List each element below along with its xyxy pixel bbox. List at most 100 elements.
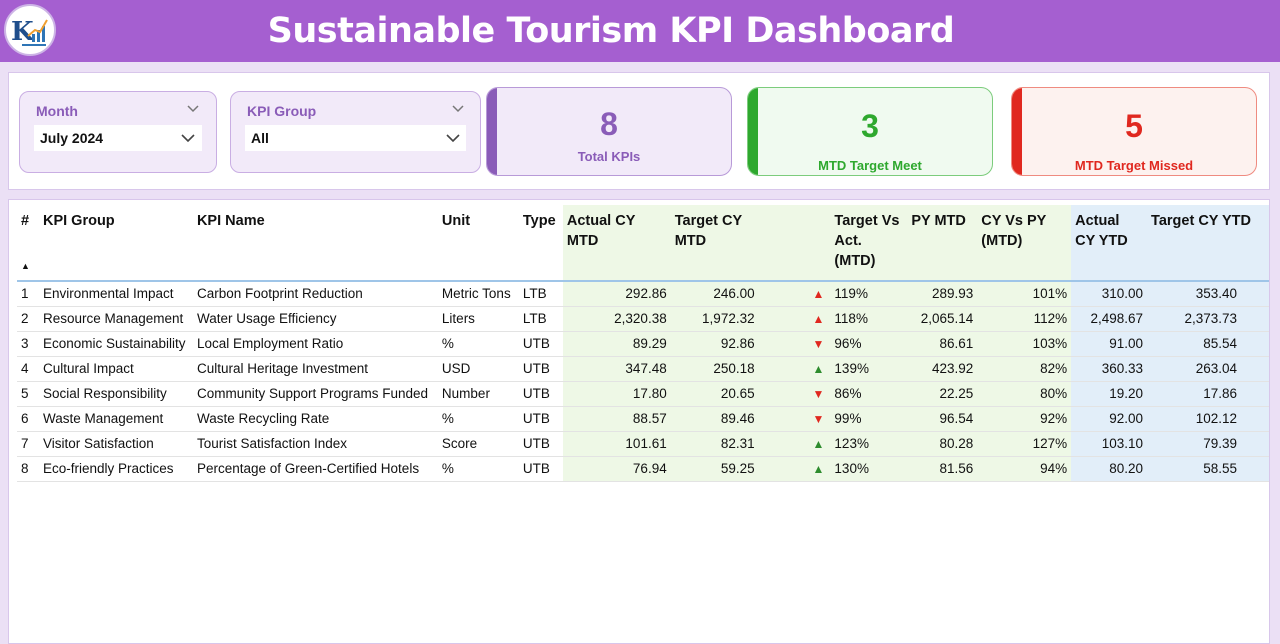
col-header-py-mtd[interactable]: PY MTD	[907, 205, 978, 282]
kpi-group-slicer-label: KPI Group	[247, 103, 317, 119]
cell-actual-cy-mtd: 89.29	[562, 331, 671, 357]
chevron-down-icon[interactable]	[451, 102, 465, 116]
status-arrow-icon: ▼	[758, 381, 831, 407]
cell-target-cy-mtd: 89.46	[670, 406, 759, 432]
kpi-group-slicer[interactable]: KPI Group All	[230, 91, 481, 173]
table-row[interactable]: 1 Environmental Impact Carbon Footprint Re…	[17, 281, 1269, 307]
cell-actual-cy-ytd: 92.00	[1071, 406, 1148, 432]
mtd-target-meet-value: 3	[861, 108, 879, 144]
month-selected-value: July 2024	[40, 130, 104, 146]
total-kpis-value: 8	[600, 106, 618, 142]
cell-num: 4	[17, 356, 39, 382]
cell-kpi-name: Water Usage Efficiency	[192, 306, 438, 332]
cell-actual-cy-mtd: 347.48	[562, 356, 671, 382]
cell-num: 2	[17, 306, 39, 332]
cell-cy-vs-py: 82%	[977, 356, 1072, 382]
cell-cy-vs-py: 92%	[977, 406, 1072, 432]
cell-cy-vs-py: 103%	[977, 331, 1072, 357]
cell-actual-cy-ytd: 360.33	[1071, 356, 1148, 382]
col-header-arrow	[758, 205, 831, 282]
cell-unit: Number	[437, 381, 519, 407]
svg-text:K: K	[11, 17, 35, 47]
cell-kpi-group: Environmental Impact	[38, 281, 193, 307]
page-title: Sustainable Tourism KPI Dashboard	[267, 11, 955, 51]
status-arrow-icon: ▲	[758, 431, 831, 457]
col-header-target-cy-mtd[interactable]: Target CY MTD	[670, 205, 759, 282]
cell-actual-cy-mtd: 101.61	[562, 431, 671, 457]
status-arrow-icon: ▼	[758, 331, 831, 357]
cell-unit: Liters	[437, 306, 519, 332]
cell-target-vs-act: 96%	[830, 331, 908, 357]
cell-actual-cy-mtd: 17.80	[562, 381, 671, 407]
col-header-kpi-name[interactable]: KPI Name	[192, 205, 438, 282]
cell-actual-cy-ytd: 103.10	[1071, 431, 1148, 457]
col-header-unit[interactable]: Unit	[437, 205, 519, 282]
table-row[interactable]: 2 Resource Management Water Usage Efficien…	[17, 306, 1269, 332]
cell-target-cy-ytd: 79.39	[1147, 431, 1269, 457]
cell-target-cy-ytd: 58.55	[1147, 456, 1269, 482]
cell-kpi-group: Economic Sustainability	[38, 331, 193, 357]
cell-kpi-group: Waste Management	[38, 406, 193, 432]
table-row[interactable]: 8 Eco-friendly Practices Percentage of Gre…	[17, 456, 1269, 482]
col-header-kpi-group[interactable]: KPI Group	[38, 205, 193, 282]
col-header-target-vs-act[interactable]: Target Vs Act. (MTD)	[830, 205, 908, 282]
table-body: 1 Environmental Impact Carbon Footprint Re…	[17, 281, 1269, 482]
chevron-down-icon[interactable]	[180, 131, 196, 145]
cell-kpi-name: Local Employment Ratio	[192, 331, 438, 357]
col-header-num[interactable]: # ▲	[17, 205, 39, 282]
table-row[interactable]: 4 Cultural Impact Cultural Heritage Invest…	[17, 356, 1269, 382]
cell-target-cy-mtd: 250.18	[670, 356, 759, 382]
month-dropdown[interactable]: July 2024	[34, 125, 202, 151]
cell-num: 7	[17, 431, 39, 457]
cell-target-cy-mtd: 20.65	[670, 381, 759, 407]
mtd-target-meet-card: 3 MTD Target Meet	[747, 87, 993, 176]
status-arrow-icon: ▲	[758, 306, 831, 332]
cell-kpi-group: Visitor Satisfaction	[38, 431, 193, 457]
col-header-actual-cy-ytd[interactable]: Actual CY YTD	[1071, 205, 1148, 282]
mtd-target-missed-card: 5 MTD Target Missed	[1011, 87, 1257, 176]
cell-target-cy-ytd: 2,373.73	[1147, 306, 1269, 332]
cell-py-mtd: 2,065.14	[907, 306, 978, 332]
cell-type: UTB	[518, 356, 563, 382]
cell-cy-vs-py: 127%	[977, 431, 1072, 457]
cell-target-cy-mtd: 246.00	[670, 281, 759, 307]
chevron-down-icon[interactable]	[445, 131, 461, 145]
cell-py-mtd: 96.54	[907, 406, 978, 432]
cell-unit: Score	[437, 431, 519, 457]
kpi-group-dropdown[interactable]: All	[245, 125, 466, 151]
cell-py-mtd: 289.93	[907, 281, 978, 307]
col-header-type[interactable]: Type	[518, 205, 563, 282]
total-kpis-label: Total KPIs	[577, 149, 641, 164]
sort-ascending-icon[interactable]: ▲	[21, 261, 30, 271]
status-arrow-icon: ▲	[758, 456, 831, 482]
cell-num: 5	[17, 381, 39, 407]
table-row[interactable]: 7 Visitor Satisfaction Tourist Satisfactio…	[17, 431, 1269, 457]
cell-kpi-group: Social Responsibility	[38, 381, 193, 407]
cell-num: 8	[17, 456, 39, 482]
cell-target-cy-ytd: 17.86	[1147, 381, 1269, 407]
cell-unit: USD	[437, 356, 519, 382]
cell-unit: %	[437, 331, 519, 357]
cell-cy-vs-py: 80%	[977, 381, 1072, 407]
cell-kpi-group: Eco-friendly Practices	[38, 456, 193, 482]
cell-target-vs-act: 118%	[830, 306, 908, 332]
table-row[interactable]: 3 Economic Sustainability Local Employment…	[17, 331, 1269, 357]
kpi-table: # ▲ KPI Group KPI Name Unit Type Actual C…	[17, 205, 1269, 482]
cell-py-mtd: 22.25	[907, 381, 978, 407]
col-header-cy-vs-py[interactable]: CY Vs PY (MTD)	[977, 205, 1072, 282]
cell-kpi-name: Cultural Heritage Investment	[192, 356, 438, 382]
table-row[interactable]: 5 Social Responsibility Community Support …	[17, 381, 1269, 407]
cell-kpi-group: Cultural Impact	[38, 356, 193, 382]
month-slicer[interactable]: Month July 2024	[19, 91, 217, 173]
col-header-target-cy-ytd[interactable]: Target CY YTD	[1147, 205, 1269, 282]
cell-type: UTB	[518, 381, 563, 407]
cell-target-cy-ytd: 263.04	[1147, 356, 1269, 382]
cell-kpi-name: Carbon Footprint Reduction	[192, 281, 438, 307]
chevron-down-icon[interactable]	[186, 102, 200, 116]
card-accent-bar	[1012, 88, 1022, 175]
cell-kpi-name: Tourist Satisfaction Index	[192, 431, 438, 457]
cell-actual-cy-ytd: 19.20	[1071, 381, 1148, 407]
mtd-target-missed-value: 5	[1125, 108, 1143, 144]
table-row[interactable]: 6 Waste Management Waste Recycling Rate% UT…	[17, 406, 1269, 432]
col-header-actual-cy-mtd[interactable]: Actual CY MTD	[562, 205, 671, 282]
